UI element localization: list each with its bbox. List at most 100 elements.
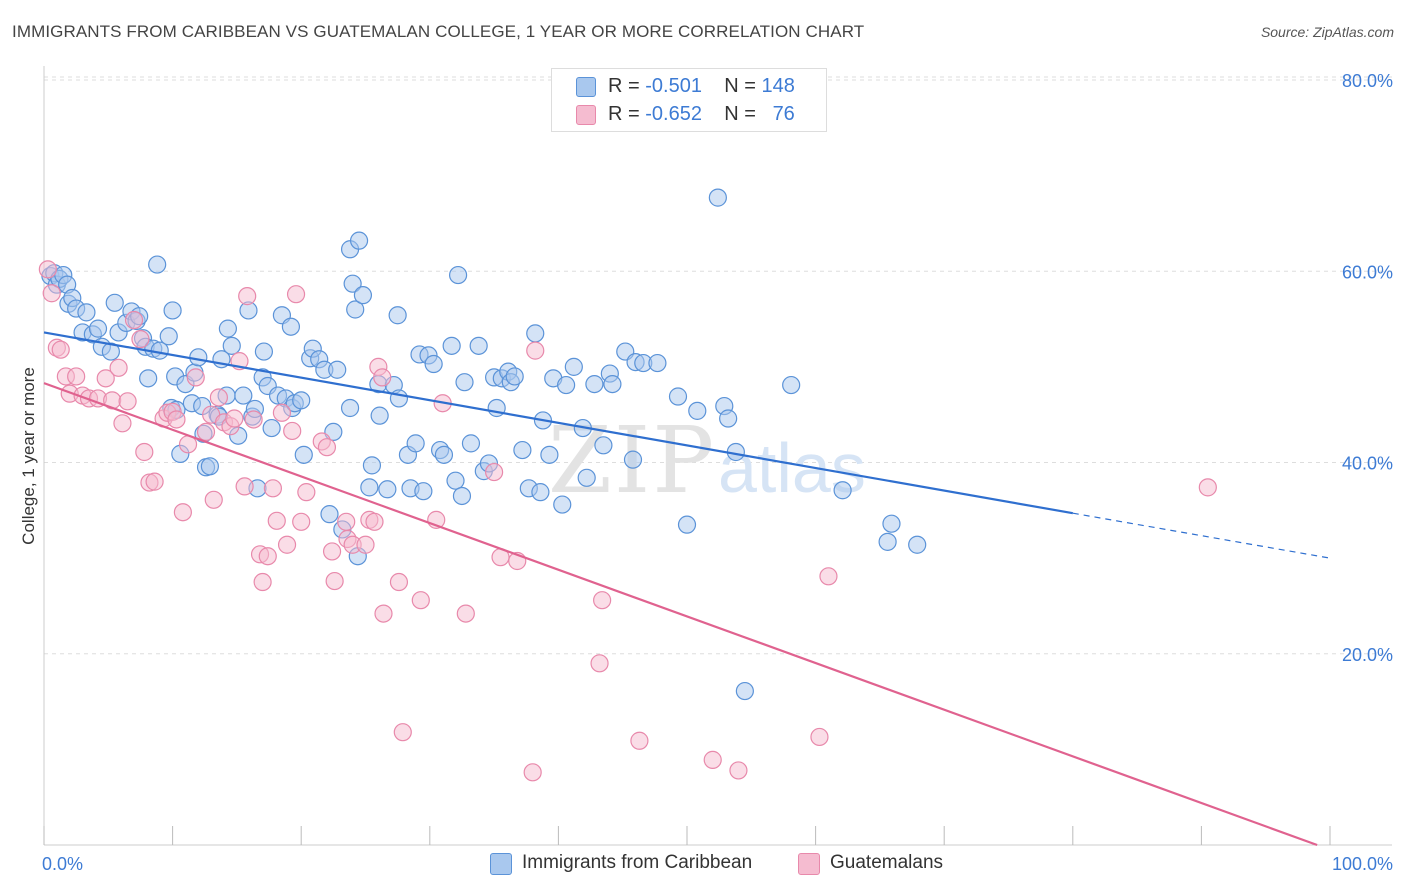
y-tick-label: 40.0% xyxy=(1342,454,1393,474)
legend-r-value: -0.501 xyxy=(645,75,702,97)
data-point xyxy=(96,369,115,388)
data-point xyxy=(346,300,365,319)
data-point xyxy=(719,409,738,428)
data-point xyxy=(148,255,167,274)
data-point xyxy=(200,457,219,476)
data-point xyxy=(452,486,472,506)
data-point xyxy=(1198,478,1217,497)
data-point xyxy=(234,386,253,405)
data-point xyxy=(442,336,461,355)
data-point xyxy=(253,572,272,592)
source-label: Source: ZipAtlas.com xyxy=(1260,24,1394,40)
data-point xyxy=(225,409,244,428)
data-point xyxy=(677,515,697,534)
data-point xyxy=(204,490,223,509)
series-guatemalans-points xyxy=(38,260,1217,782)
legend-n-label: N = xyxy=(724,75,756,97)
legend-swatch-pink xyxy=(576,105,596,125)
data-point xyxy=(340,398,360,418)
data-point xyxy=(101,342,120,361)
data-point xyxy=(38,260,57,279)
data-point xyxy=(42,284,61,303)
data-point xyxy=(286,285,306,304)
legend-r-label: R = xyxy=(608,103,640,125)
zipatlas-watermark: ZIP atlas xyxy=(548,407,866,514)
data-point xyxy=(448,265,468,285)
data-point xyxy=(356,535,375,554)
data-point xyxy=(105,293,124,312)
data-point xyxy=(374,604,393,623)
legend-r-label: R = xyxy=(608,75,640,97)
data-point xyxy=(414,482,433,501)
data-point xyxy=(254,342,274,361)
data-point xyxy=(328,360,347,379)
data-point xyxy=(163,301,182,320)
data-point xyxy=(648,353,667,373)
data-point xyxy=(139,369,158,388)
data-point xyxy=(393,723,412,742)
data-point xyxy=(590,654,609,673)
data-point xyxy=(577,468,596,487)
data-point xyxy=(513,440,532,460)
x-tick-label-max: 100.0% xyxy=(1332,854,1393,874)
trend-line-caribbean-extension xyxy=(1072,512,1331,559)
bottom-legend-swatch-blue xyxy=(490,853,512,875)
data-point xyxy=(360,478,379,497)
data-point xyxy=(118,392,137,411)
data-point xyxy=(878,532,897,551)
data-point xyxy=(564,357,583,376)
data-point xyxy=(485,462,504,482)
bottom-legend-label: Immigrants from Caribbean xyxy=(522,852,753,873)
trend-line-guatemalans xyxy=(43,382,1318,847)
data-point xyxy=(135,442,154,462)
trend-line-caribbean xyxy=(43,331,1073,515)
data-point xyxy=(209,388,228,407)
data-point xyxy=(908,535,927,554)
data-point xyxy=(782,375,801,395)
data-point xyxy=(729,761,748,780)
data-point xyxy=(325,571,344,591)
data-point xyxy=(553,495,572,514)
data-point xyxy=(370,406,389,425)
data-point xyxy=(594,436,613,455)
data-point xyxy=(235,477,254,496)
data-point xyxy=(281,317,301,336)
data-point xyxy=(294,445,313,464)
data-point xyxy=(388,306,407,325)
data-point xyxy=(833,481,852,500)
data-point xyxy=(283,421,302,441)
data-point xyxy=(362,456,382,475)
data-point xyxy=(317,438,337,457)
data-point xyxy=(272,403,292,422)
trend-lines xyxy=(43,331,1331,847)
data-point xyxy=(688,401,707,420)
data-point xyxy=(523,763,542,782)
data-point xyxy=(258,547,277,566)
bottom-legend-label: Guatemalans xyxy=(830,852,944,873)
data-point xyxy=(424,354,443,374)
data-point xyxy=(51,340,70,359)
data-point xyxy=(263,479,283,498)
data-point xyxy=(196,422,216,441)
data-point xyxy=(173,503,192,522)
data-point xyxy=(365,512,384,531)
data-point xyxy=(735,681,754,701)
data-point xyxy=(446,471,465,490)
data-point xyxy=(262,418,281,438)
data-point xyxy=(411,591,430,610)
data-point xyxy=(603,374,622,394)
data-point xyxy=(77,303,96,322)
data-point xyxy=(343,274,362,293)
data-point xyxy=(297,483,316,502)
data-point xyxy=(292,391,311,410)
data-point xyxy=(218,319,237,338)
data-point xyxy=(389,389,409,408)
data-point xyxy=(593,591,612,610)
data-point xyxy=(469,336,488,355)
data-point xyxy=(389,572,409,592)
tick-labels: 20.0% 40.0% 60.0% 80.0% 0.0% 100.0% xyxy=(42,71,1393,874)
data-point xyxy=(505,367,524,386)
data-point xyxy=(456,604,475,623)
data-point xyxy=(277,535,297,554)
